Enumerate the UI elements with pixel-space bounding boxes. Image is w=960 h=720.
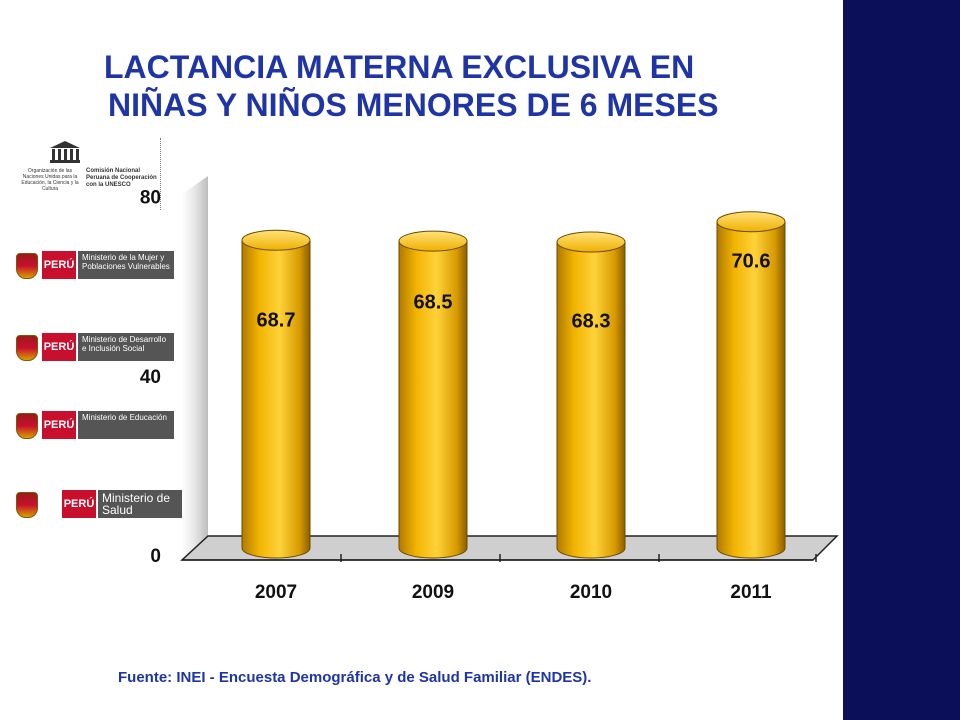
unesco-org-text: Organización de las Naciones Unidas para… (21, 168, 79, 192)
x-tick-label-2007: 2007 (255, 582, 297, 603)
x-tick-label-2009: 2009 (412, 582, 454, 603)
ministry-name: Ministerio de Desarrollo e Inclusión Soc… (78, 333, 174, 361)
chart-title: LACTANCIA MATERNA EXCLUSIVA EN NIÑAS Y N… (100, 48, 840, 124)
title-line-2: NIÑAS Y NIÑOS MENORES DE 6 MESES (108, 87, 719, 123)
ministerio-desarrollo-logo: PERÚ Ministerio de Desarrollo e Inclusió… (14, 332, 174, 362)
right-decorative-band (843, 0, 960, 720)
data-label-2007: 68.7 (257, 309, 296, 331)
bar-2010 (556, 241, 626, 559)
bar-2009 (398, 240, 468, 559)
x-tick-label-2011: 2011 (730, 582, 772, 603)
ministry-name: Ministerio de Educación (78, 411, 174, 439)
y-tick-label: 80 (140, 188, 161, 209)
peru-flag: PERÚ (42, 411, 76, 439)
data-label-2009: 68.5 (414, 292, 453, 314)
bar-cap-2011 (716, 211, 786, 233)
ministry-name: Ministerio de Salud (98, 490, 184, 518)
bar-2007 (241, 239, 311, 559)
ministerio-salud-logo: PERÚ Ministerio de Salud (14, 488, 184, 520)
title-line-1: LACTANCIA MATERNA EXCLUSIVA EN (104, 49, 695, 85)
side-wall (182, 176, 208, 560)
unesco-commission-text: Comisión Nacional Peruana de Cooperación… (86, 168, 157, 188)
bar-cap-2009 (398, 230, 468, 252)
bar-cap-2007 (241, 229, 311, 251)
bar-2011 (716, 221, 786, 559)
coat-of-arms-icon (16, 492, 38, 518)
ministerio-mujer-logo: PERÚ Ministerio de la Mujer y Poblacione… (14, 250, 174, 280)
data-label-2010: 68.3 (572, 311, 611, 333)
data-label-2011: 70.6 (732, 250, 771, 272)
peru-flag: PERÚ (62, 490, 96, 518)
temple-icon (50, 141, 80, 163)
chart-axes (180, 176, 839, 561)
coat-of-arms-icon (16, 253, 38, 279)
peru-flag: PERÚ (42, 333, 76, 361)
bar-cap-2010 (556, 231, 626, 253)
x-tick-label-2010: 2010 (570, 582, 612, 603)
ministry-name: Ministerio de la Mujer y Poblaciones Vul… (78, 251, 174, 279)
coat-of-arms-icon (16, 413, 38, 439)
unesco-logo: Organización de las Naciones Unidas para… (20, 138, 161, 210)
y-tick-label: 40 (140, 367, 161, 388)
coat-of-arms-icon (16, 335, 38, 361)
ministerio-educacion-logo: PERÚ Ministerio de Educación (14, 410, 174, 440)
source-note: Fuente: INEI - Encuesta Demográfica y de… (118, 669, 592, 686)
peru-flag: PERÚ (42, 251, 76, 279)
y-tick-label: 0 (150, 546, 161, 567)
